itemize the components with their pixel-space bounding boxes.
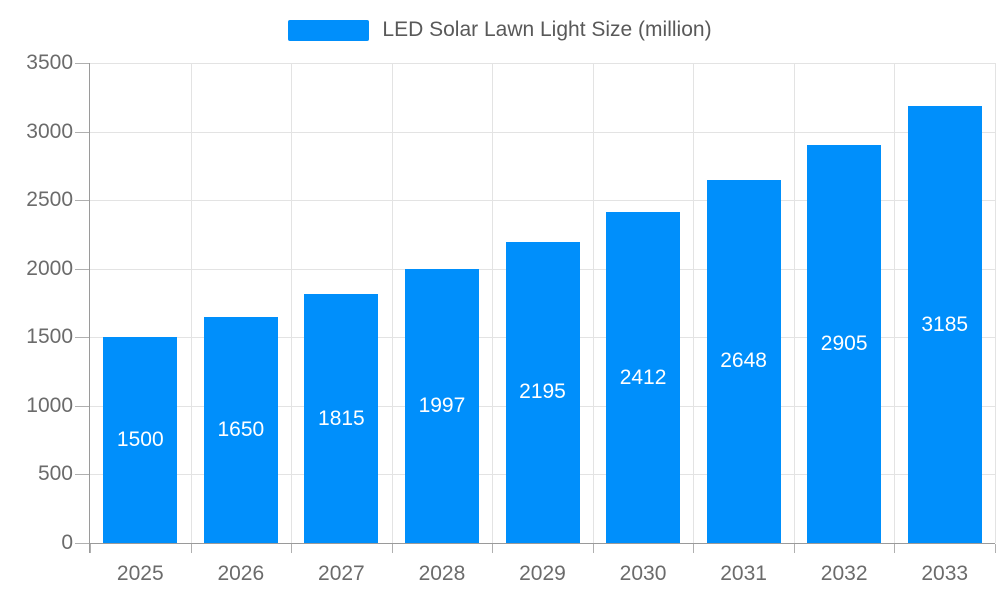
bar-value-label: 1815 <box>318 406 365 430</box>
x-axis-tick-label: 2027 <box>318 562 365 585</box>
legend[interactable]: LED Solar Lawn Light Size (million) <box>0 17 1000 43</box>
gridline-vertical <box>693 63 695 543</box>
y-tick-mark <box>75 200 89 202</box>
x-tick-mark <box>291 544 293 553</box>
y-tick-mark <box>75 543 89 544</box>
x-tick-mark <box>90 544 91 553</box>
bar-value-label: 1997 <box>418 394 466 418</box>
gridline-vertical <box>391 63 393 543</box>
x-tick-mark <box>391 544 393 553</box>
bar[interactable]: 2195 <box>505 241 580 543</box>
y-tick-mark <box>75 405 89 407</box>
y-axis-tick-label: 2000 <box>26 256 73 280</box>
bar[interactable]: 1500 <box>103 337 178 543</box>
bar-value-label: 3185 <box>921 312 969 336</box>
y-tick-mark <box>75 474 89 476</box>
gridline-vertical <box>291 63 293 543</box>
x-axis-tick-label: 2033 <box>921 562 969 585</box>
x-tick-mark <box>793 544 795 553</box>
y-tick-mark <box>75 337 89 339</box>
y-axis-tick-label: 3000 <box>26 119 73 143</box>
bar-value-label: 2195 <box>519 380 566 404</box>
gridline-vertical <box>793 63 795 543</box>
bar-value-label: 2905 <box>820 331 868 355</box>
plot-area: 1500 1650 1815 1997 2195 2412 2648 2905 3185 <box>75 63 996 553</box>
y-axis-tick-label: 500 <box>37 462 73 486</box>
bar-value-label: 1650 <box>217 417 265 441</box>
x-axis-tick-label: 2026 <box>217 562 265 585</box>
y-axis-tick-label: 0 <box>61 531 73 554</box>
x-axis-line <box>89 543 995 544</box>
legend-label: LED Solar Lawn Light Size (million) <box>382 18 712 41</box>
bar[interactable]: 3185 <box>907 106 982 543</box>
y-axis-tick-label: 1500 <box>26 325 73 349</box>
gridline-vertical <box>492 63 494 543</box>
bar[interactable]: 2648 <box>706 179 781 543</box>
bar[interactable]: 2905 <box>807 144 882 543</box>
x-axis-tick-label: 2028 <box>418 562 466 585</box>
gridline-vertical <box>592 63 594 543</box>
x-axis-tick-label: 2030 <box>619 562 667 585</box>
y-tick-mark <box>75 131 89 133</box>
gridline-vertical <box>894 63 896 543</box>
x-tick-mark <box>492 544 494 553</box>
gridline-horizontal <box>90 131 995 133</box>
bar-value-label: 2412 <box>619 365 667 389</box>
x-axis-tick-label: 2025 <box>116 562 164 585</box>
y-axis-tick-label: 1000 <box>26 393 73 417</box>
y-tick-mark <box>75 63 89 64</box>
y-axis-line <box>89 63 90 553</box>
x-tick-mark <box>592 544 594 553</box>
x-axis-tick-label: 2032 <box>820 562 868 585</box>
bar-value-label: 1500 <box>116 428 164 452</box>
x-tick-mark <box>995 544 996 553</box>
gridline-horizontal <box>90 200 995 202</box>
bar[interactable]: 1815 <box>304 294 379 543</box>
bar[interactable]: 1650 <box>203 316 278 543</box>
x-axis-tick-label: 2031 <box>720 562 767 585</box>
y-tick-mark <box>75 268 89 270</box>
bar-value-label: 2648 <box>720 349 767 373</box>
x-axis-tick-label: 2029 <box>519 562 566 585</box>
x-tick-mark <box>894 544 896 553</box>
x-tick-mark <box>190 544 192 553</box>
gridline-vertical <box>995 63 996 543</box>
gridline-horizontal <box>90 63 995 64</box>
y-axis-tick-label: 2500 <box>26 188 73 212</box>
x-tick-mark <box>693 544 695 553</box>
y-axis-tick-label: 3500 <box>26 51 73 74</box>
bar[interactable]: 2412 <box>606 212 681 543</box>
legend-swatch-icon <box>288 19 370 41</box>
gridline-vertical <box>190 63 192 543</box>
bar[interactable]: 1997 <box>404 269 479 543</box>
